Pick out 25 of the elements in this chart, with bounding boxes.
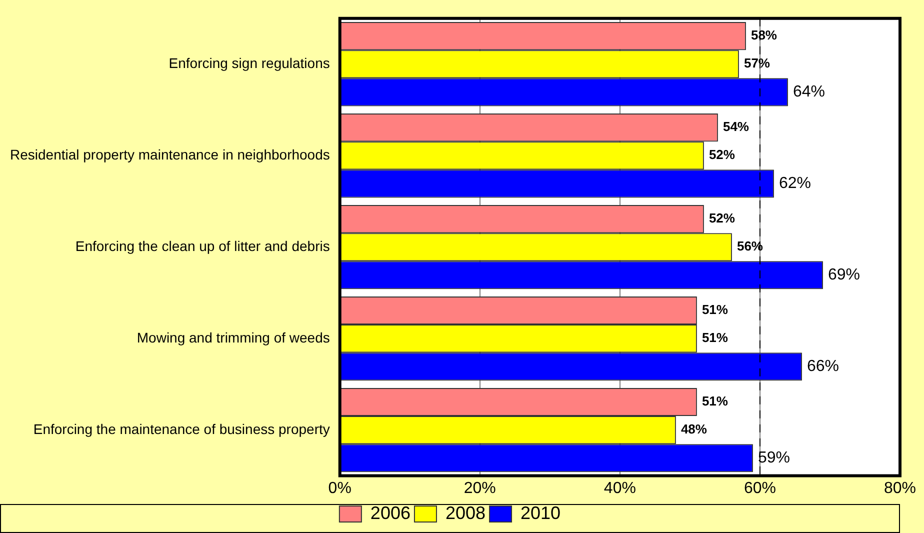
data-label: 66% bbox=[806, 358, 840, 376]
data-label: 54% bbox=[722, 119, 750, 134]
x-tick-label: 60% bbox=[744, 480, 776, 497]
data-label: 59% bbox=[758, 450, 790, 467]
data-label: 64% bbox=[792, 84, 826, 101]
x-tick-label: 20% bbox=[464, 480, 496, 497]
legend-label: 2010 bbox=[520, 502, 561, 523]
data-label: 51% bbox=[702, 394, 728, 409]
x-tick-label: 0% bbox=[328, 480, 352, 497]
data-label: 52% bbox=[708, 210, 736, 226]
x-tick-label: 80% bbox=[884, 480, 916, 497]
data-label: 62% bbox=[778, 175, 812, 192]
legend-label: 2006 bbox=[370, 502, 410, 523]
data-label: 48% bbox=[680, 422, 708, 437]
y-tick-label: Enforcing sign regulations bbox=[168, 55, 330, 71]
y-tick-label: Mowing and trimming of weeds bbox=[136, 329, 330, 346]
legend-label: 2008 bbox=[445, 502, 486, 523]
y-tick-label: Residential property maintenance in neighborhoods bbox=[10, 146, 330, 162]
data-label: 52% bbox=[708, 147, 736, 162]
x-tick-label: 40% bbox=[604, 480, 636, 497]
y-tick-label: Enforcing the maintenance of business property bbox=[33, 420, 330, 437]
y-tick-label: Enforcing the clean up of litter and debris bbox=[75, 238, 330, 254]
data-label: 51% bbox=[702, 302, 728, 318]
data-label: 51% bbox=[702, 330, 728, 346]
data-label: 69% bbox=[828, 266, 860, 284]
